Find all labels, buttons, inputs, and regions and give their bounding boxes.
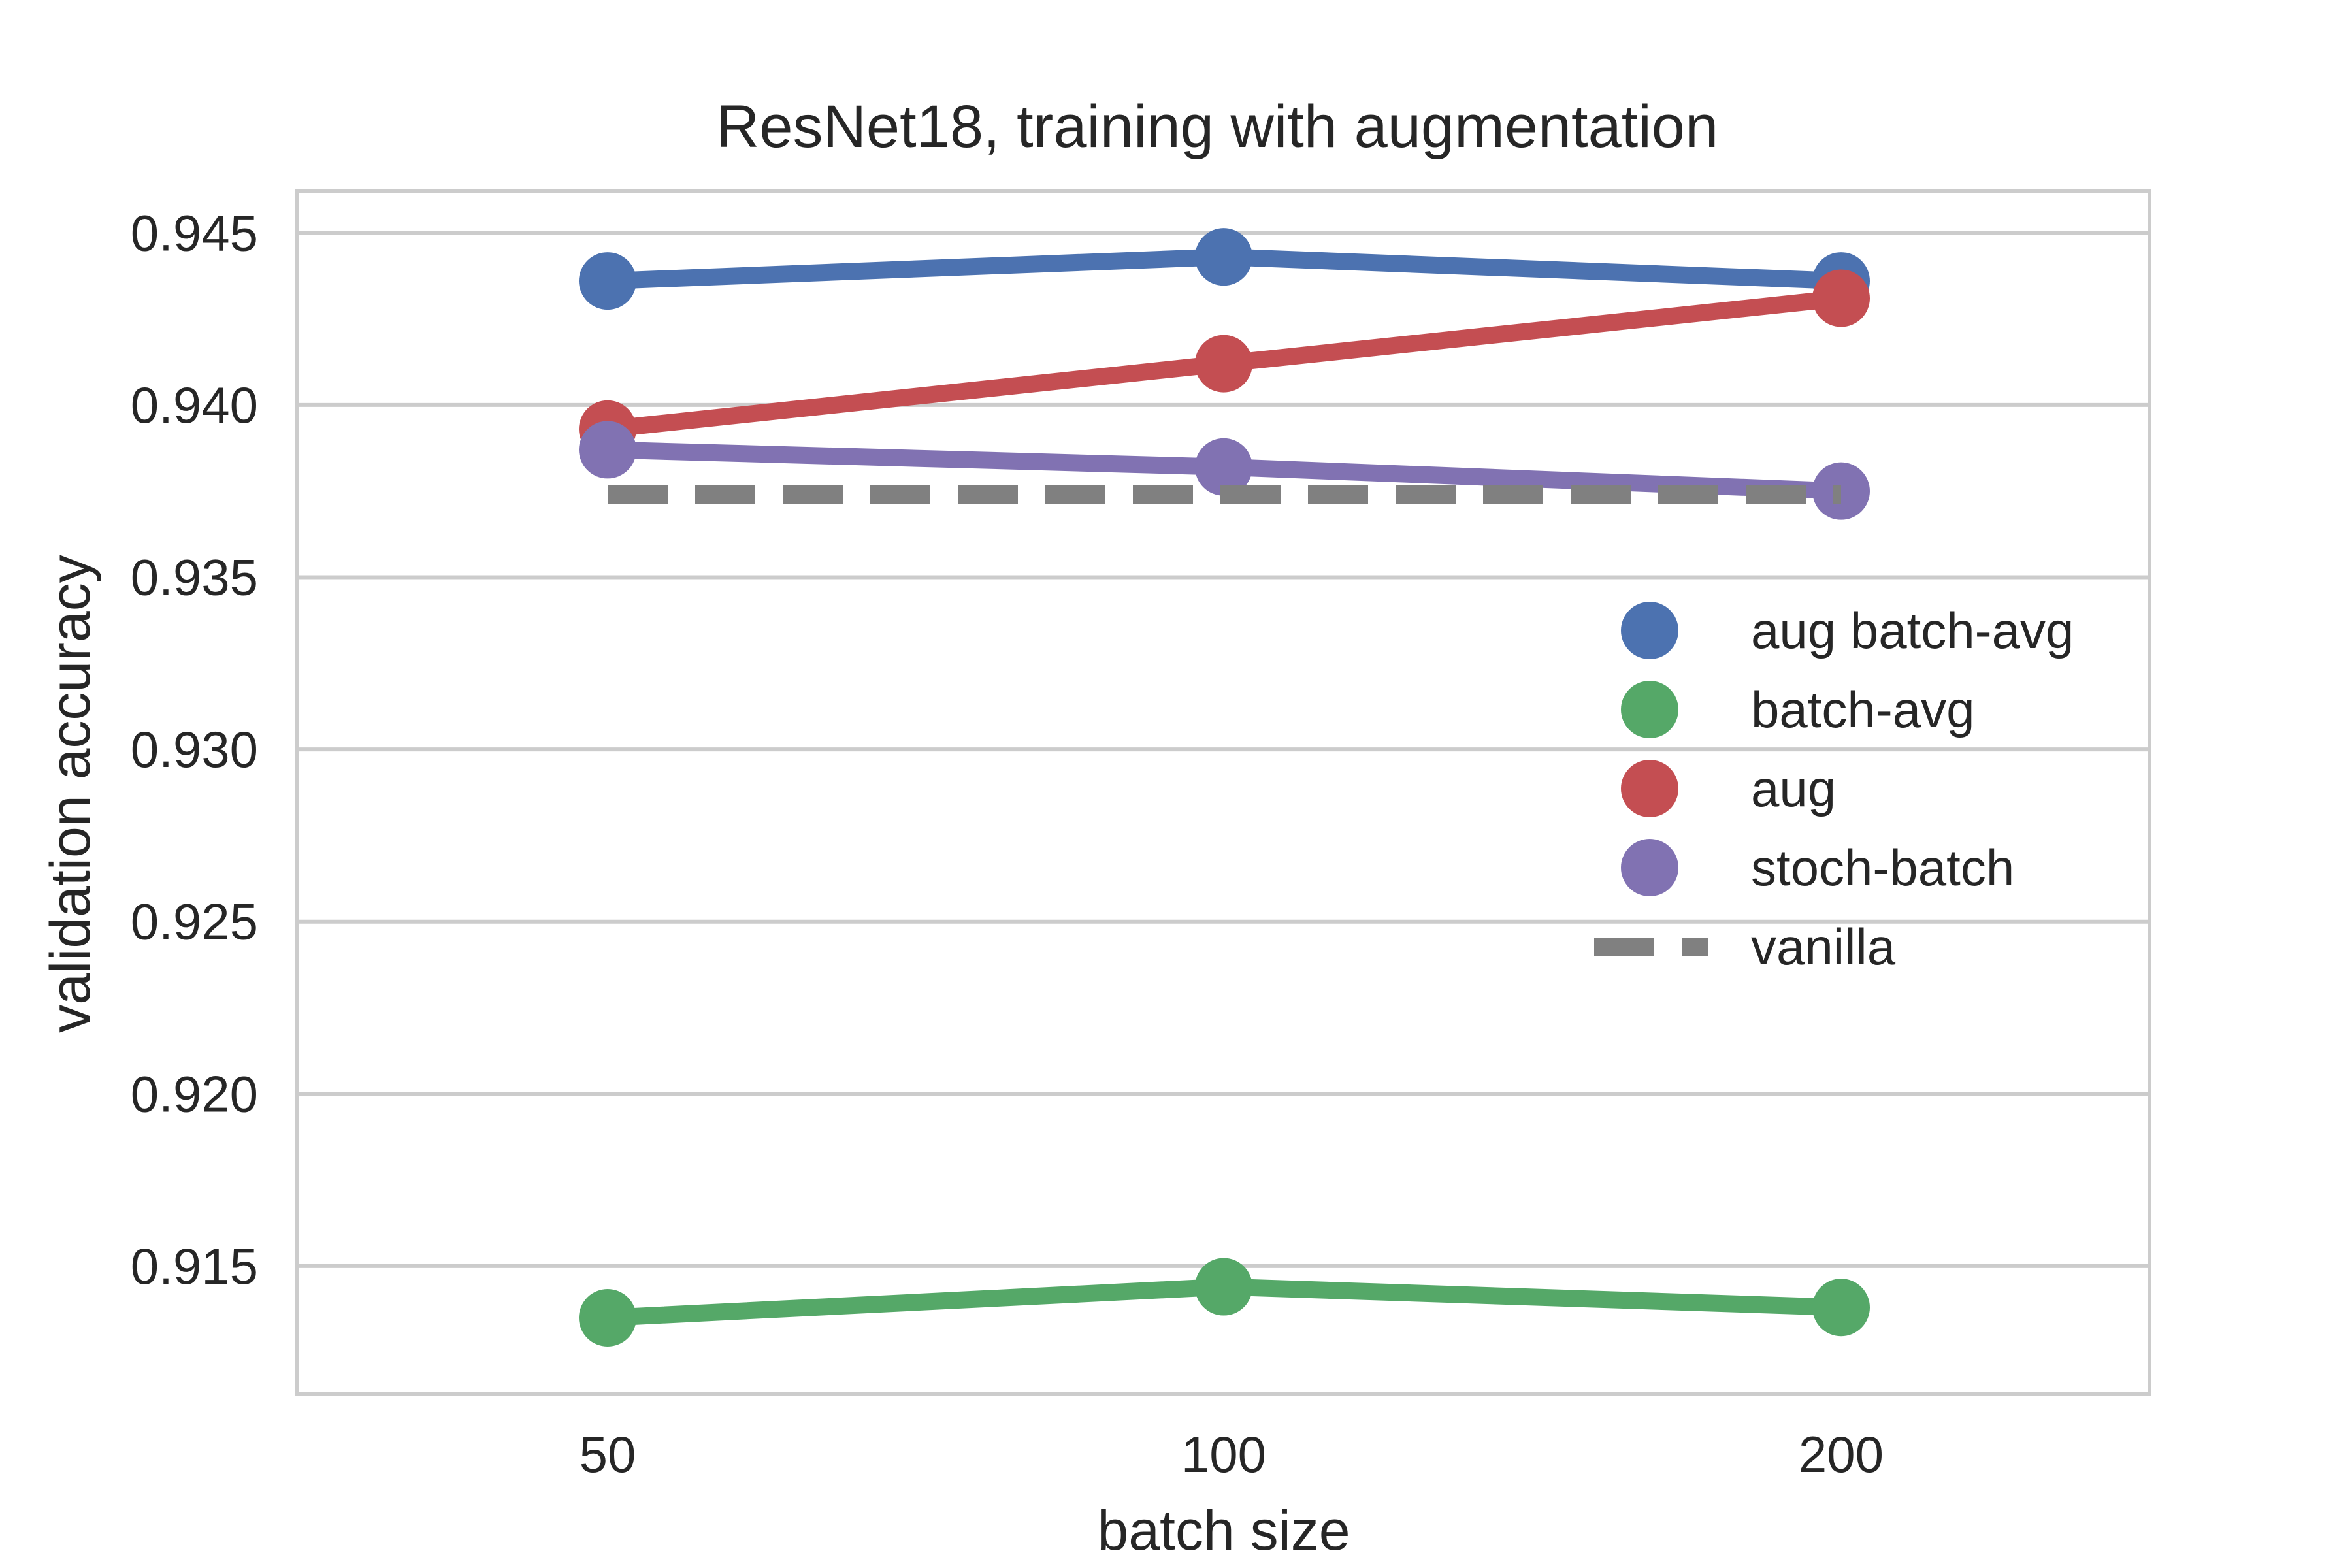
legend-swatch xyxy=(1621,681,1678,738)
y-axis-label: validation accuracy xyxy=(39,555,102,1032)
data-point xyxy=(1812,269,1870,327)
y-tick-label: 0.925 xyxy=(131,893,258,951)
x-tick-label: 50 xyxy=(580,1426,636,1483)
legend: aug batch-avg batch-avg aug stoch-batch van… xyxy=(1594,602,2074,975)
data-point xyxy=(579,421,636,479)
data-point xyxy=(1195,335,1252,393)
series-0 xyxy=(579,228,1870,310)
data-point xyxy=(1195,1258,1252,1316)
chart-title: ResNet18, training with augmentation xyxy=(716,93,1718,160)
legend-swatch xyxy=(1621,602,1678,659)
data-point xyxy=(1195,438,1252,496)
y-tick-label: 0.915 xyxy=(131,1237,258,1295)
x-tick-label: 100 xyxy=(1181,1426,1266,1483)
data-point xyxy=(1195,228,1252,286)
legend-label: stoch-batch xyxy=(1751,839,2014,896)
y-tick-label: 0.935 xyxy=(131,548,258,606)
data-point xyxy=(579,252,636,310)
legend-item: stoch-batch xyxy=(1621,839,2014,896)
legend-label: aug xyxy=(1751,760,1836,817)
legend-label: vanilla xyxy=(1751,918,1896,975)
x-axis-label: batch size xyxy=(1097,1499,1350,1562)
plot-frame xyxy=(295,189,2151,1396)
series-layer xyxy=(579,228,1870,1347)
legend-label: batch-avg xyxy=(1751,681,1975,738)
x-tick-label: 200 xyxy=(1799,1426,1884,1483)
data-point xyxy=(579,1289,636,1347)
y-tick-label: 0.920 xyxy=(131,1065,258,1122)
legend-item: vanilla xyxy=(1594,918,1896,975)
legend-swatch xyxy=(1621,760,1678,817)
x-tick-labels: 50 100 200 xyxy=(580,1426,1884,1483)
series-1 xyxy=(579,1258,1870,1347)
legend-item: aug xyxy=(1621,760,1836,817)
y-tick-label: 0.945 xyxy=(131,204,258,261)
legend-item: batch-avg xyxy=(1621,681,1975,738)
legend-label: aug batch-avg xyxy=(1751,602,2074,659)
y-tick-label: 0.940 xyxy=(131,376,258,434)
y-tick-labels: 0.915 0.920 0.925 0.930 0.935 0.940 0.945 xyxy=(131,204,258,1295)
series-2 xyxy=(579,269,1870,458)
data-point xyxy=(1812,1279,1870,1337)
y-tick-label: 0.930 xyxy=(131,721,258,778)
legend-swatch xyxy=(1621,839,1678,896)
legend-item: aug batch-avg xyxy=(1621,602,2074,659)
